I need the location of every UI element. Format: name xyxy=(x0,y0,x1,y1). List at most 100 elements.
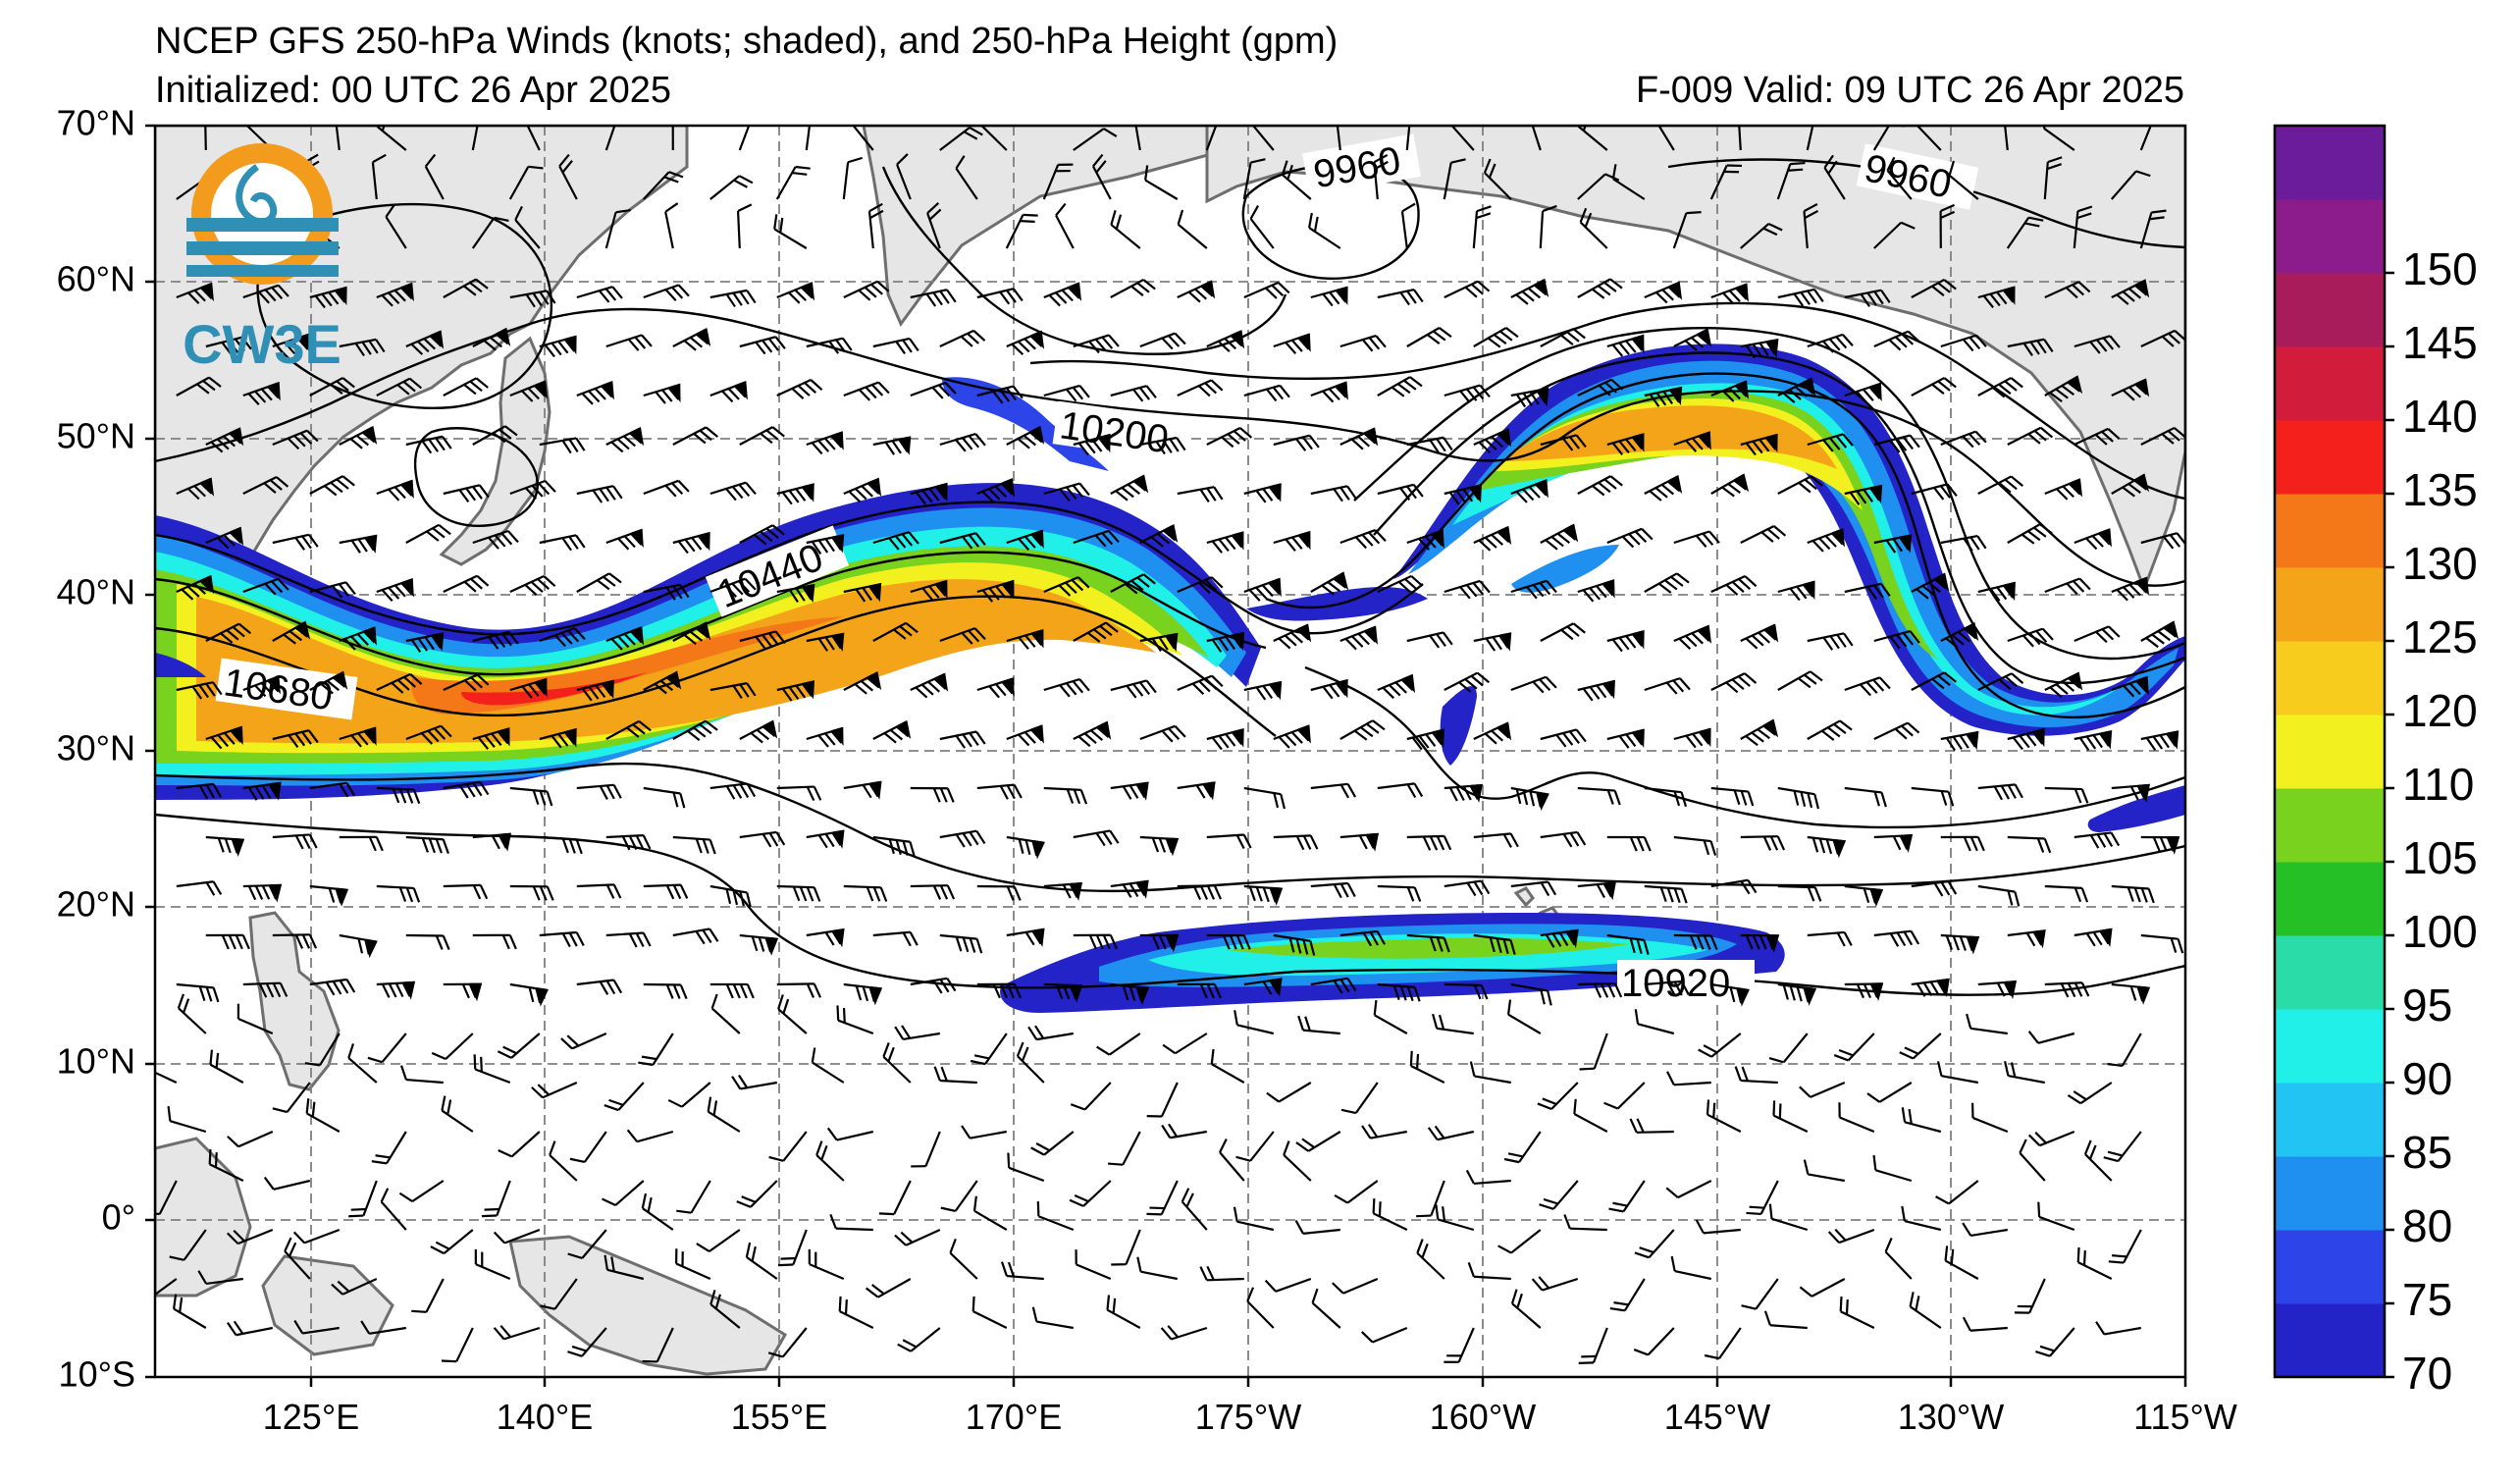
wind-barb xyxy=(1940,933,1980,955)
philippines-land xyxy=(248,911,341,1091)
wind-barb xyxy=(203,126,207,151)
wind-barb xyxy=(1740,338,1779,359)
wind-barb xyxy=(443,278,489,298)
wind-barb xyxy=(1206,833,1252,850)
wind-barb xyxy=(872,930,919,947)
wind-barb xyxy=(1311,1288,1341,1329)
wind-barb xyxy=(443,673,490,692)
wind-barb xyxy=(1416,1239,1445,1280)
wind-barb xyxy=(1444,579,1491,600)
wind-barb xyxy=(1603,1082,1646,1110)
wind-barb xyxy=(1644,474,1683,502)
wind-barb xyxy=(1177,982,1222,999)
wind-barb xyxy=(272,620,311,645)
wind-barb xyxy=(155,1278,178,1302)
wind-barb xyxy=(531,1081,578,1099)
wind-barb xyxy=(2044,478,2083,501)
wind-barb xyxy=(1807,528,1845,553)
wind-barb xyxy=(1444,671,1491,693)
wind-barb xyxy=(978,126,1008,151)
valid-time: F-009 Valid: 09 UTC 26 Apr 2025 xyxy=(1635,70,2184,111)
wind-barb xyxy=(643,883,689,900)
wind-barb xyxy=(709,884,752,908)
wind-barb xyxy=(1206,427,1253,449)
wind-barb xyxy=(1884,1238,1913,1280)
wind-barb xyxy=(1807,719,1853,741)
colorbar-segment xyxy=(2275,420,2385,495)
wind-barb xyxy=(2074,528,2112,551)
wind-barb xyxy=(405,523,451,544)
wind-barb xyxy=(549,1140,578,1182)
wind-barb xyxy=(2037,1201,2075,1232)
wind-barb xyxy=(1914,126,1942,151)
axis-ticks xyxy=(145,124,2187,1387)
wind-barb xyxy=(560,1032,607,1050)
wind-barb xyxy=(576,883,622,899)
wind-barb xyxy=(1444,982,1489,1000)
wind-barb xyxy=(709,1290,741,1329)
wind-barb xyxy=(709,782,757,800)
wind-barb xyxy=(304,1033,341,1067)
wind-barb xyxy=(1540,434,1587,451)
wind-barb xyxy=(1243,680,1283,701)
wind-barb xyxy=(911,1131,941,1168)
wind-barb xyxy=(1235,1131,1275,1162)
wind-barb xyxy=(1264,1277,1312,1293)
wind-barb xyxy=(539,335,577,358)
wind-barb xyxy=(176,782,223,800)
wind-barb xyxy=(1177,379,1224,397)
wind-barb xyxy=(1807,433,1854,452)
wind-barb xyxy=(2074,831,2121,849)
wind-barb xyxy=(242,981,289,998)
wind-barb xyxy=(1339,832,1380,852)
wind-barb xyxy=(376,282,414,307)
wind-barb xyxy=(1027,1025,1074,1041)
wind-barb xyxy=(376,672,423,694)
wind-barb xyxy=(1473,832,1519,848)
wind-barb xyxy=(1710,473,1750,498)
wind-barb xyxy=(1611,164,1646,200)
wind-barb xyxy=(976,579,1015,603)
wind-barb xyxy=(1310,485,1357,503)
wind-barb xyxy=(1473,632,1512,652)
wind-barb xyxy=(1210,1048,1245,1084)
wind-barb xyxy=(1940,730,1979,752)
lon-label-160w: 160°W xyxy=(1430,1397,1536,1437)
wind-barb xyxy=(371,1131,407,1165)
wind-barb xyxy=(843,982,883,1006)
wind-barb xyxy=(1706,1099,1742,1133)
wind-barb xyxy=(2074,730,2113,751)
wind-barb xyxy=(776,884,821,902)
wind-barb xyxy=(2007,727,2045,751)
wind-barb xyxy=(1139,933,1180,953)
wind-barb xyxy=(1710,283,1749,305)
wind-barb xyxy=(443,484,490,503)
wind-barb xyxy=(2027,1031,2075,1044)
wind-barb xyxy=(1206,631,1245,653)
wind-barb xyxy=(1042,163,1074,200)
wind-barb xyxy=(1776,161,1806,200)
wind-barb xyxy=(472,529,519,550)
wind-barb xyxy=(272,1082,311,1114)
wind-barb xyxy=(2111,884,2155,904)
wind-barb xyxy=(1110,279,1156,298)
wind-barb xyxy=(808,1248,845,1281)
wind-barb xyxy=(739,719,778,744)
wind-barb xyxy=(976,982,1022,999)
wind-barb xyxy=(1294,1220,1340,1236)
wind-barb xyxy=(509,380,549,402)
wind-barb xyxy=(2140,933,2184,954)
wind-barb xyxy=(1206,531,1244,554)
wind-barb xyxy=(2074,335,2121,354)
logo-swirl-icon xyxy=(236,164,278,226)
wind-barb xyxy=(643,383,681,404)
wind-barb xyxy=(1444,280,1491,298)
wind-barb xyxy=(1181,1188,1208,1231)
wind-barb xyxy=(1540,622,1586,642)
wind-barb xyxy=(1768,1203,1809,1232)
colorbar-segment xyxy=(2275,346,2385,421)
wind-barb xyxy=(1273,623,1312,650)
wind-barb xyxy=(443,982,483,1002)
wind-barb xyxy=(1406,933,1450,953)
wind-barb xyxy=(910,977,957,994)
